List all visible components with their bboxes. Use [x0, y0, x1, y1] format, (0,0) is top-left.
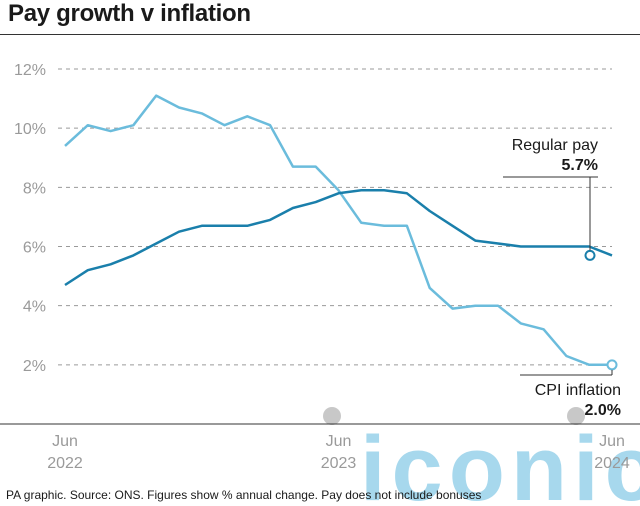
title-divider [0, 34, 640, 35]
y-tick-label: 10% [14, 121, 46, 138]
x-tick-label: Jun [599, 433, 625, 450]
cpi-end-marker [606, 359, 618, 371]
cpi-value: 2.0% [585, 402, 621, 419]
x-axis-ticks: Jun 2022 Jun 2023 Jun 2024 [47, 433, 630, 472]
source-note: PA graphic. Source: ONS. Figures show % … [6, 488, 482, 502]
y-axis-ticks: 2% 4% 6% 8% 10% 12% [14, 62, 46, 375]
chart-title: Pay growth v inflation [8, 0, 251, 27]
series-callouts: Regular pay 5.7% CPI inflation 2.0% [503, 137, 621, 419]
y-tick-label: 8% [23, 180, 46, 197]
watermark-dot [323, 407, 341, 425]
x-tick-label: Jun [326, 433, 352, 450]
y-tick-label: 6% [23, 240, 46, 257]
cpi-inflation-line [64, 94, 612, 367]
series-lines [64, 94, 618, 371]
x-tick-label: Jun [52, 433, 78, 450]
grid-lines [0, 68, 640, 425]
y-tick-label: 12% [14, 62, 46, 79]
regular-pay-value: 5.7% [562, 157, 598, 174]
cpi-label: CPI inflation [535, 382, 621, 399]
y-tick-label: 2% [23, 358, 46, 375]
y-tick-label: 4% [23, 299, 46, 316]
watermark: iconic [323, 407, 640, 506]
regular-pay-end-marker [584, 249, 596, 261]
watermark-text: iconic [360, 418, 640, 506]
x-tick-label: 2024 [594, 455, 630, 472]
x-tick-label: 2022 [47, 455, 83, 472]
regular-pay-label: Regular pay [512, 137, 598, 154]
x-tick-label: 2023 [321, 455, 357, 472]
watermark-dot [567, 407, 585, 425]
regular-pay-line [64, 189, 613, 287]
